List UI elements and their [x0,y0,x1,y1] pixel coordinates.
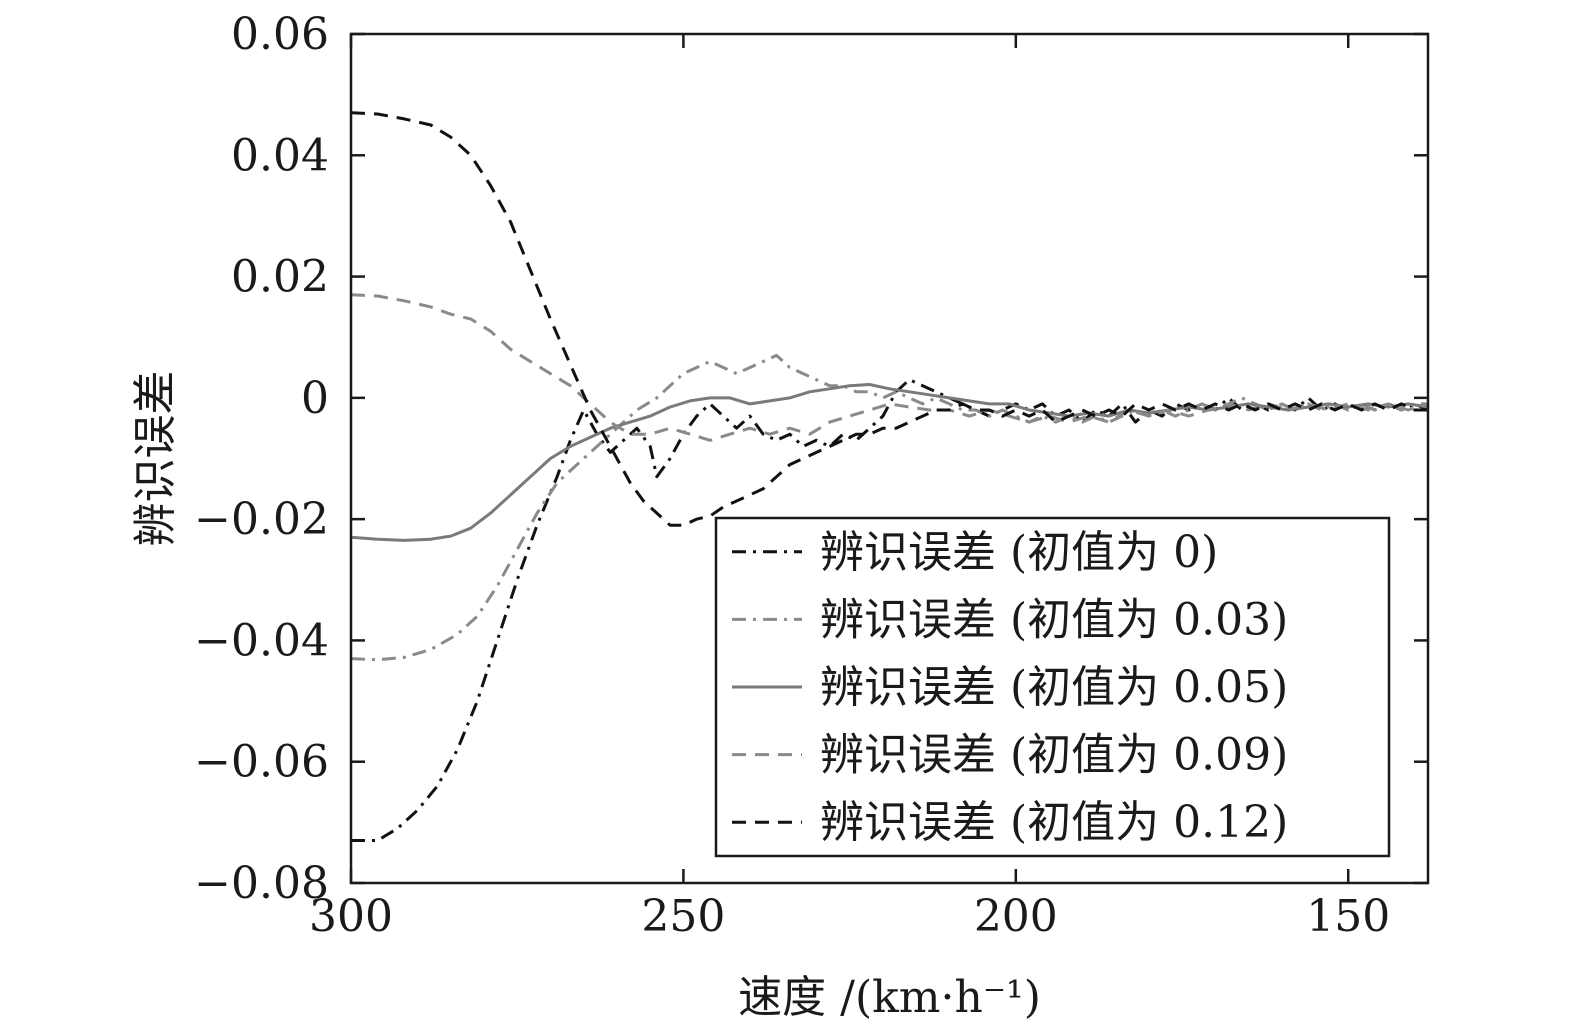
ticks-layer: 300 250 200 150 0.06 0.04 0.02 0 −0.02 −0.04 −0.06… [194,9,1428,942]
y-tick-label: −0.02 [194,494,329,545]
series-line-1 [350,353,1428,662]
legend-label-0: 辨识误差 (初值为 0) [820,527,1218,578]
x-tick-label: 300 [309,891,393,942]
x-axis-label: 速度 /(km·h⁻¹) [738,972,1041,1023]
series-line-4 [350,111,1428,527]
y-tick-label: −0.06 [194,737,329,788]
y-tick-label: 0.04 [231,130,329,181]
y-tick-label: 0.06 [231,9,329,60]
y-tick-label: 0.02 [231,252,329,303]
legend-box [714,516,1391,858]
x-tick-label: 150 [1306,891,1390,942]
series-layer [350,111,1429,842]
series-line-2 [350,383,1429,542]
legend-label-1: 辨识误差 (初值为 0.03) [820,594,1288,645]
series-line-3 [350,293,1429,442]
legend-label-3: 辨识误差 (初值为 0.09) [820,730,1288,781]
x-tick-label: 250 [641,891,725,942]
y-tick-label: −0.08 [194,858,329,909]
plot-frame [349,32,1430,885]
y-tick-label: 0 [301,373,329,424]
y-axis-label: 辨识误差 [130,371,181,547]
y-tick-label: −0.04 [194,615,329,666]
x-tick-label: 200 [974,891,1058,942]
legend: 辨识误差 (初值为 0) 辨识误差 (初值为 0.03) 辨识误差 (初值为 0.0… [714,516,1391,858]
legend-label-4: 辨识误差 (初值为 0.12) [820,797,1288,848]
legend-label-2: 辨识误差 (初值为 0.05) [820,662,1288,713]
